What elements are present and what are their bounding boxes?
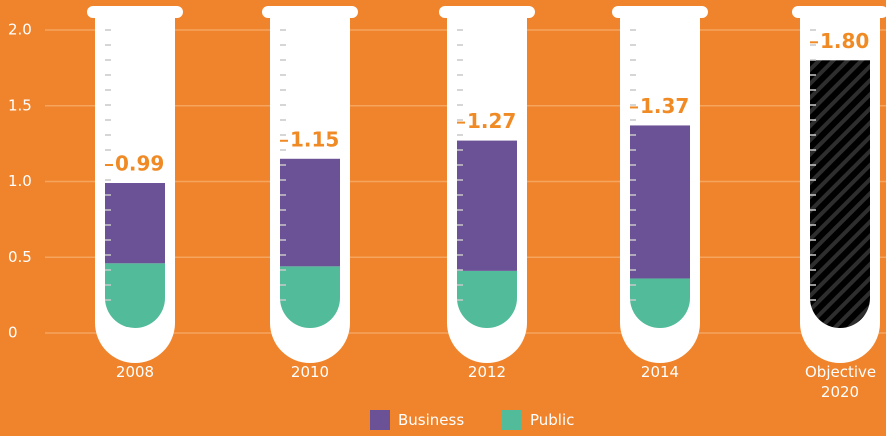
y-tick-label: 0.5 bbox=[8, 248, 32, 266]
y-tick-label: 1.5 bbox=[8, 96, 32, 114]
tube-cap bbox=[87, 6, 183, 18]
legend-label: Business bbox=[398, 411, 464, 429]
tube-cap bbox=[792, 6, 886, 18]
x-tick-label: 2014 bbox=[615, 362, 705, 382]
x-tick-label: 2010 bbox=[265, 362, 355, 382]
legend-swatch bbox=[502, 410, 522, 430]
value-label: 1.27 bbox=[467, 109, 516, 133]
test-tube: 1.80 bbox=[792, 6, 886, 373]
y-tick-label: 0 bbox=[8, 324, 18, 342]
bar-segment bbox=[457, 141, 517, 271]
test-tube: 1.15 bbox=[262, 6, 358, 373]
value-label: 1.15 bbox=[290, 127, 339, 151]
test-tube: 1.27 bbox=[439, 6, 535, 373]
chart: 0 0.5 1.0 1.5 2.0 0.99 1.15 1.27 1.37 1.80 Busine… bbox=[0, 0, 886, 436]
bar-segment bbox=[105, 183, 165, 263]
tube-cap bbox=[612, 6, 708, 18]
value-label: 1.80 bbox=[820, 29, 869, 53]
test-tube: 1.37 bbox=[612, 6, 708, 373]
bar-segment bbox=[280, 159, 340, 267]
test-tube: 0.99 bbox=[87, 6, 183, 373]
value-label: 1.37 bbox=[640, 94, 689, 118]
y-tick-label: 2.0 bbox=[8, 21, 32, 39]
value-label: 0.99 bbox=[115, 152, 164, 176]
tube-cap bbox=[439, 6, 535, 18]
x-tick-label: Objective 2020 bbox=[805, 362, 875, 402]
x-tick-label: 2008 bbox=[90, 362, 180, 382]
legend-item: Public bbox=[502, 410, 574, 430]
legend-swatch bbox=[370, 410, 390, 430]
bar-segment bbox=[630, 125, 690, 278]
x-tick-label: 2012 bbox=[442, 362, 532, 382]
tube-cap bbox=[262, 6, 358, 18]
legend-label: Public bbox=[530, 411, 574, 429]
y-tick-label: 1.0 bbox=[8, 172, 32, 190]
legend-item: Business bbox=[370, 410, 464, 430]
